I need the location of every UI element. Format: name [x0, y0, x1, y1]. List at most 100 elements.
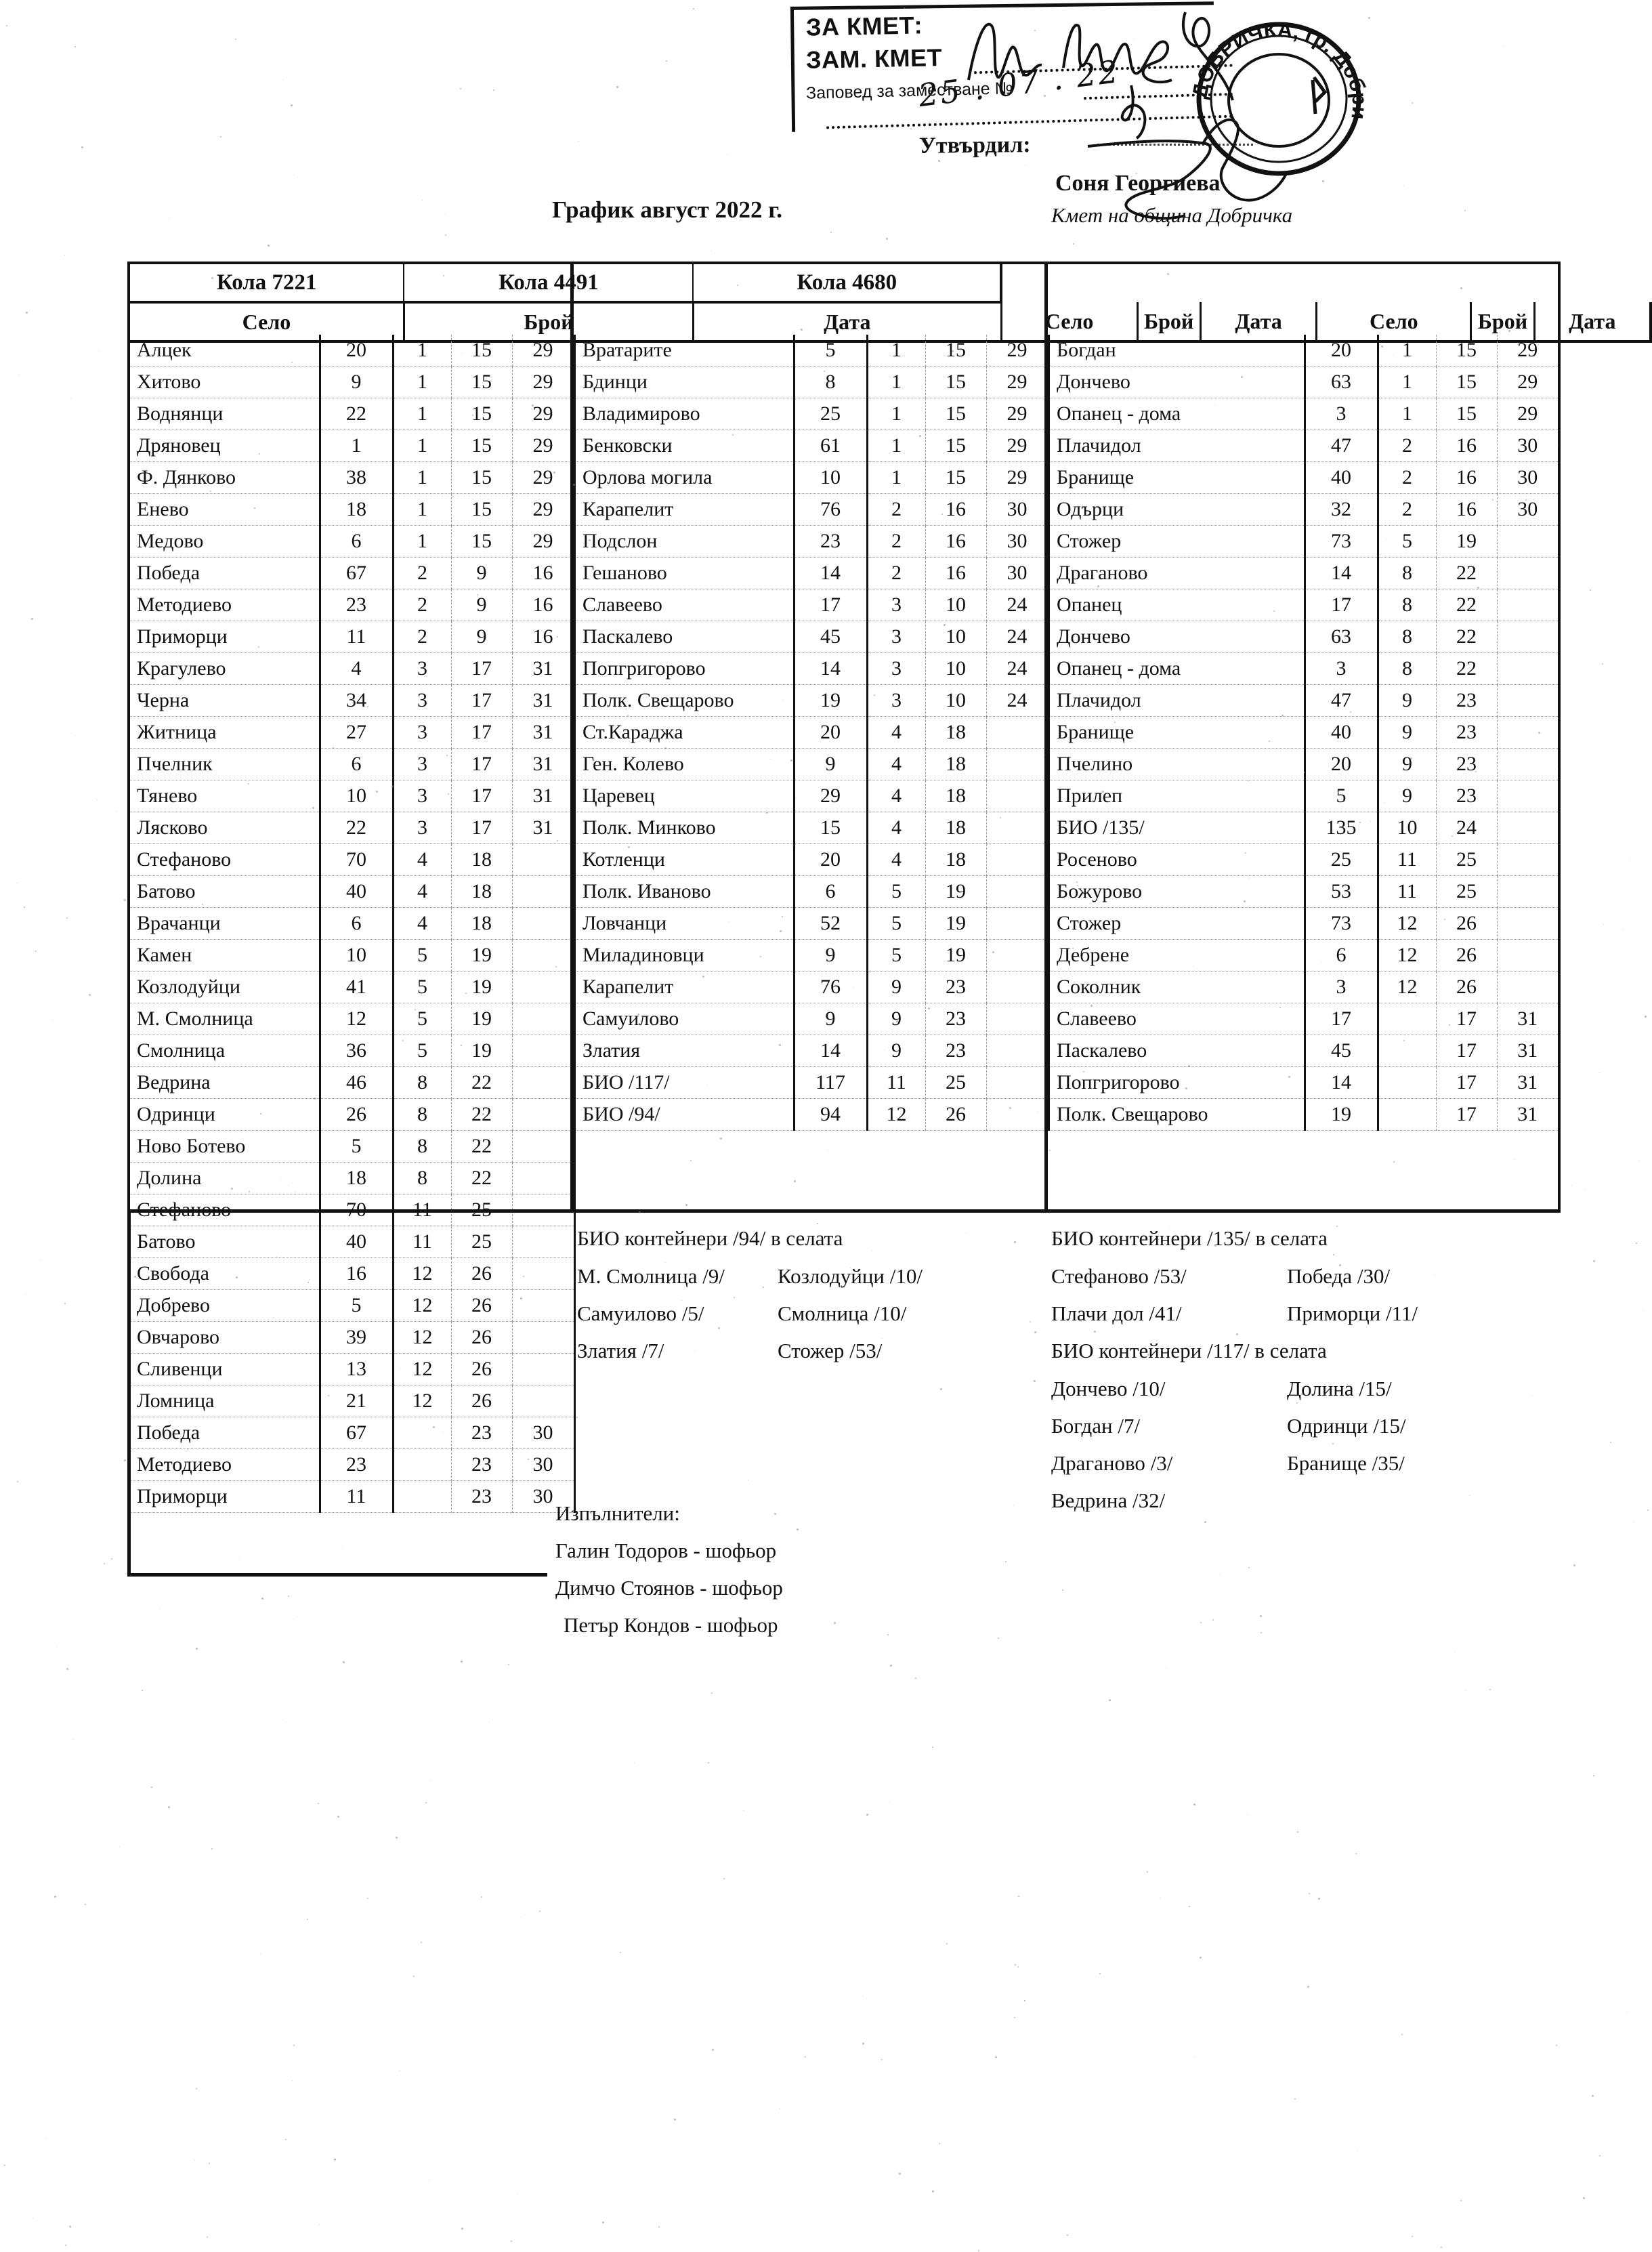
- cell-date-2: 16: [925, 558, 986, 589]
- bio94-item: Стожер /53/: [778, 1332, 923, 1369]
- cell-date-2: 16: [925, 494, 986, 526]
- cell-date-3: 31: [1497, 1035, 1559, 1067]
- cell-date-1: 3: [867, 621, 925, 653]
- bio94-col-a: М. Смолница /9/ Самуилово /5/ Златия /7/: [577, 1257, 725, 1369]
- cell-village: Победа: [129, 1417, 320, 1449]
- bio135-col-b: Победа /30/ Приморци /11/: [1287, 1257, 1418, 1332]
- cell-village: Подслон: [574, 526, 794, 558]
- cell-count: 73: [1305, 908, 1378, 940]
- cell-date-1: 9: [1378, 717, 1436, 749]
- cell-count: 52: [794, 908, 867, 940]
- table-row: Ново Ботево 5 8 22: [129, 1131, 574, 1163]
- cell-count: 22: [320, 398, 393, 430]
- table-row: Опанец - дома 3 8 22: [1049, 653, 1559, 685]
- cell-date-2: 15: [1436, 367, 1497, 398]
- cell-date-2: 22: [1436, 558, 1497, 589]
- table-row: Карапелит 76 9 23: [574, 972, 1049, 1003]
- cell-village: Ведрина: [129, 1067, 320, 1099]
- cell-count: 9: [320, 367, 393, 398]
- cell-date-1: [1378, 1067, 1436, 1099]
- cell-village: Прилеп: [1049, 780, 1305, 812]
- cell-date-1: 5: [393, 940, 451, 972]
- cell-village: Батово: [129, 876, 320, 908]
- cell-date-2: 10: [925, 589, 986, 621]
- cell-village: Камен: [129, 940, 320, 972]
- cell-date-1: 1: [867, 335, 925, 367]
- cell-date-3: 16: [512, 558, 574, 589]
- cell-count: 12: [320, 1003, 393, 1035]
- cell-count: 18: [320, 494, 393, 526]
- cell-date-3: [1497, 972, 1559, 1003]
- table-row: Енево 18 1 15 29: [129, 494, 574, 526]
- cell-date-3: [512, 1258, 574, 1290]
- cell-date-2: 19: [451, 940, 512, 972]
- cell-count: 47: [1305, 430, 1378, 462]
- cell-date-2: 17: [451, 717, 512, 749]
- cell-date-2: 22: [451, 1067, 512, 1099]
- cell-date-3: [1497, 685, 1559, 717]
- cell-date-2: 23: [451, 1449, 512, 1481]
- table-row: Царевец 29 4 18: [574, 780, 1049, 812]
- cell-date-2: 26: [451, 1385, 512, 1417]
- cell-date-3: 30: [512, 1417, 574, 1449]
- table-row: Полк. Иваново 6 5 19: [574, 876, 1049, 908]
- cell-date-3: 29: [512, 335, 574, 367]
- cell-date-1: 4: [393, 844, 451, 876]
- cell-date-1: 2: [393, 558, 451, 589]
- cell-date-2: 15: [925, 430, 986, 462]
- cell-date-1: 4: [393, 876, 451, 908]
- cell-village: Попгригорово: [1049, 1067, 1305, 1099]
- cell-date-1: 8: [393, 1163, 451, 1194]
- table-row: БИО /135/135 10 24: [1049, 812, 1559, 844]
- cell-count: 32: [1305, 494, 1378, 526]
- bio135-item: Плачи дол /41/: [1051, 1295, 1187, 1332]
- cell-date-2: 23: [1436, 717, 1497, 749]
- cell-date-3: 29: [512, 430, 574, 462]
- cell-village: Бдинци: [574, 367, 794, 398]
- cell-date-2: 15: [451, 430, 512, 462]
- table-row: Врачанци 6 4 18: [129, 908, 574, 940]
- cell-date-3: 30: [1497, 430, 1559, 462]
- svg-text:ДОБРИЧКА, гр. Добрич: ДОБРИЧКА, гр. Добрич: [1180, 12, 1372, 121]
- bio117-note-heading: БИО контейнери /117/ в селата: [1051, 1332, 1327, 1369]
- cell-village: БИО /117/: [574, 1067, 794, 1099]
- cell-date-2: 19: [1436, 526, 1497, 558]
- cell-count: 14: [794, 653, 867, 685]
- cell-date-1: 8: [1378, 653, 1436, 685]
- cell-date-3: [1497, 589, 1559, 621]
- cell-village: Паскалево: [1049, 1035, 1305, 1067]
- table-row: Подслон 23 2 16 30: [574, 526, 1049, 558]
- cell-village: Смолница: [129, 1035, 320, 1067]
- cell-count: 27: [320, 717, 393, 749]
- cell-date-3: [1497, 940, 1559, 972]
- table-row: Ведрина 46 8 22: [129, 1067, 574, 1099]
- table-row: Паскалево 45 3 10 24: [574, 621, 1049, 653]
- cell-date-3: [986, 717, 1049, 749]
- cell-date-2: 9: [451, 621, 512, 653]
- table-row: Пчелник 6 3 17 31: [129, 749, 574, 780]
- cell-date-2: 23: [1436, 780, 1497, 812]
- cell-date-3: 30: [512, 1449, 574, 1481]
- cell-village: Опанец: [1049, 589, 1305, 621]
- cell-village: Ген. Колево: [574, 749, 794, 780]
- cell-count: 63: [1305, 621, 1378, 653]
- stamp-deputy-mayor-label: ЗАМ. КМЕТ: [806, 43, 943, 75]
- cell-date-3: 29: [1497, 335, 1559, 367]
- cell-date-1: 8: [393, 1131, 451, 1163]
- cell-date-1: 11: [1378, 876, 1436, 908]
- cell-village: Козлодуйци: [129, 972, 320, 1003]
- cell-count: 3: [1305, 653, 1378, 685]
- table-row: Победа 67 23 30: [129, 1417, 574, 1449]
- cell-date-1: 12: [867, 1099, 925, 1131]
- cell-date-1: 3: [393, 812, 451, 844]
- cell-date-2: 25: [1436, 876, 1497, 908]
- table-row: Дончево 63 8 22: [1049, 621, 1559, 653]
- cell-date-1: 12: [393, 1322, 451, 1354]
- cell-date-2: 16: [1436, 462, 1497, 494]
- cell-date-1: 1: [393, 494, 451, 526]
- cell-village: Гешаново: [574, 558, 794, 589]
- cell-count: 19: [794, 685, 867, 717]
- cell-village: Владимирово: [574, 398, 794, 430]
- cell-date-2: 15: [925, 367, 986, 398]
- table-row: Тянево 10 3 17 31: [129, 780, 574, 812]
